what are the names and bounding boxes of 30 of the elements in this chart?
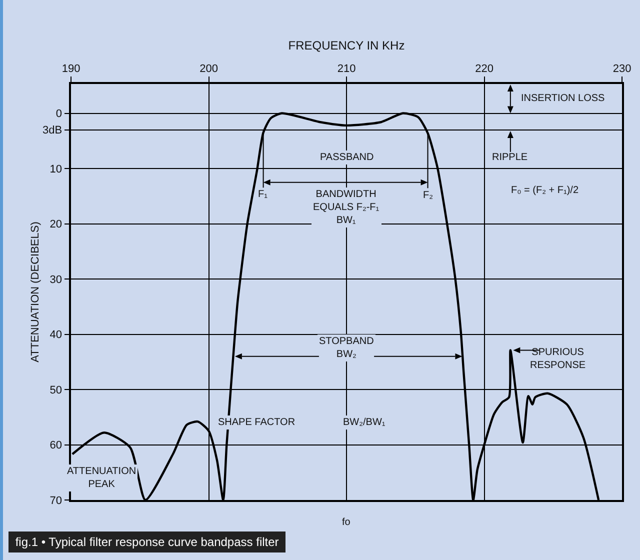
- x-axis-title: FREQUENCY IN KHz: [288, 38, 405, 53]
- annotation: SPURIOUS RESPONSE: [530, 347, 586, 371]
- y-tick-label: 20: [50, 218, 62, 231]
- annotation: PASSBAND: [320, 152, 374, 163]
- text: fo: [342, 517, 351, 528]
- x-tick-label: 230: [612, 62, 632, 75]
- x-tick-label: 190: [62, 62, 80, 75]
- annotation: F₀ = (F₂ + F₁)/2: [511, 185, 579, 196]
- y-axis-title: ATTENUATION (DECIBELS): [30, 222, 42, 362]
- annotation: STOPBAND BW₂: [319, 336, 374, 360]
- y-tick-label: 70: [50, 494, 62, 507]
- y-tick-label: 3dB: [42, 124, 62, 137]
- y-tick-label: 50: [50, 384, 62, 396]
- annotation: BW₂/BW₁: [343, 417, 386, 428]
- annotation: F₁: [258, 189, 268, 200]
- annotation: RIPPLE: [492, 152, 528, 163]
- x-tick-label: 210: [337, 62, 356, 75]
- caption: fig.1 • Typical filter response curve bandpass filter: [12, 535, 282, 549]
- y-tick-label: 30: [50, 274, 62, 286]
- x-tick-label: 220: [475, 62, 494, 75]
- y-tick-label: 10: [50, 163, 62, 176]
- annotation: ATTENUATION PEAK: [67, 466, 136, 490]
- x-tick-label: 200: [200, 62, 218, 75]
- annotation: SHAPE FACTOR: [218, 417, 296, 428]
- y-tick-label: 60: [50, 440, 62, 452]
- y-tick-label: 40: [50, 329, 62, 342]
- annotation: BANDWIDTH EQUALS F₂-F₁ BW₁: [313, 189, 380, 226]
- y-tick-label: 0: [56, 108, 62, 120]
- annotation: F₂: [423, 190, 434, 201]
- annotation: INSERTION LOSS: [521, 93, 606, 104]
